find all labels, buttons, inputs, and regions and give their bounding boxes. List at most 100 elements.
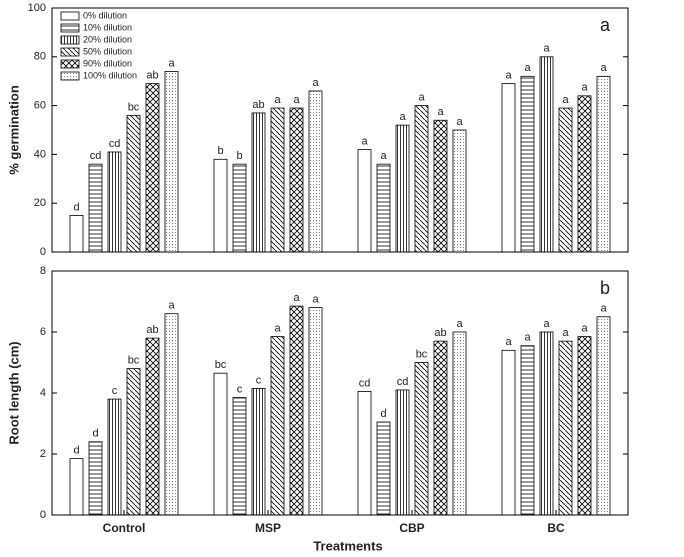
bar-annotation: a	[600, 303, 607, 315]
bar	[596, 316, 611, 516]
bar-annotation: b	[217, 145, 223, 157]
bar	[232, 397, 247, 516]
bar	[126, 368, 141, 516]
bar-annotation: ab	[146, 324, 158, 336]
legend-label: 50% dilution	[83, 46, 132, 56]
bar-annotation: ab	[434, 327, 446, 339]
bar-annotation: cd	[109, 138, 121, 150]
bar-annotation: a	[543, 318, 550, 330]
bar	[270, 107, 285, 253]
bar	[289, 107, 304, 253]
bar	[414, 362, 429, 516]
bar-annotation: bc	[215, 359, 227, 371]
panel-label: b	[600, 278, 610, 298]
x-tick-label: Control	[103, 521, 146, 535]
bar-annotation: bc	[416, 348, 428, 360]
bar	[88, 163, 103, 253]
legend-label: 90% dilution	[83, 58, 132, 68]
x-tick-label: CBP	[399, 521, 424, 535]
bar	[414, 105, 429, 253]
legend-label: 100% dilution	[83, 70, 137, 80]
bar-annotation: d	[73, 201, 79, 213]
bar-annotation: a	[524, 332, 531, 344]
bar	[558, 107, 573, 253]
bar-annotation: a	[543, 43, 550, 55]
bar-annotation: cd	[359, 377, 371, 389]
bar-annotation: a	[456, 116, 463, 128]
bar	[69, 458, 84, 516]
bar-annotation: a	[600, 62, 607, 74]
bar-annotation: c	[237, 383, 243, 395]
x-tick-label: BC	[547, 521, 565, 535]
bar	[126, 114, 141, 253]
bar	[520, 345, 535, 516]
legend-swatch	[60, 23, 80, 33]
bar-annotation: a	[274, 94, 281, 106]
bar-annotation: c	[256, 374, 262, 386]
bar-annotation: a	[437, 106, 444, 118]
bar-annotation: d	[73, 444, 79, 456]
bar	[433, 340, 448, 516]
y-tick-label: 8	[40, 265, 46, 277]
bar-annotation: ab	[146, 70, 158, 82]
y-axis-title: % germination	[6, 85, 21, 175]
bar-annotation: a	[168, 57, 175, 69]
bar	[357, 149, 372, 253]
bar	[164, 313, 179, 516]
bar	[577, 336, 592, 516]
y-tick-label: 2	[40, 448, 46, 460]
bar	[501, 349, 516, 516]
y-tick-label: 100	[28, 2, 46, 14]
bar	[308, 90, 323, 253]
bar-annotation: a	[361, 135, 368, 147]
legend-label: 10% dilution	[83, 22, 132, 32]
bar-annotation: a	[581, 322, 588, 334]
y-tick-label: 0	[40, 246, 46, 258]
bar-annotation: a	[456, 318, 463, 330]
legend-label: 0% dilution	[83, 10, 127, 20]
bar-annotation: ab	[252, 99, 264, 111]
bar-annotation: d	[380, 408, 386, 420]
y-tick-label: 4	[40, 387, 46, 399]
bar	[577, 95, 592, 253]
legend-swatch	[60, 71, 80, 81]
bar	[596, 75, 611, 253]
y-tick-label: 80	[34, 51, 46, 63]
bar	[395, 389, 410, 516]
bar	[558, 340, 573, 516]
legend-swatch	[60, 35, 80, 45]
bar	[376, 163, 391, 253]
bar	[270, 336, 285, 516]
bar-annotation: a	[562, 94, 569, 106]
bar-annotation: a	[581, 82, 588, 94]
bar-annotation: cd	[90, 150, 102, 162]
bar	[501, 83, 516, 253]
bar	[107, 151, 122, 253]
bar	[213, 158, 228, 253]
bar	[251, 388, 266, 516]
bar-annotation: a	[399, 111, 406, 123]
bar	[452, 129, 467, 253]
bar	[88, 441, 103, 516]
bar-annotation: a	[505, 70, 512, 82]
y-tick-label: 40	[34, 148, 46, 160]
plot-frame	[51, 270, 629, 516]
bar-annotation: d	[92, 428, 98, 440]
y-tick-label: 60	[34, 100, 46, 112]
bar	[145, 83, 160, 253]
x-axis-title: Treatments	[313, 538, 382, 553]
panel-label: a	[600, 15, 611, 35]
bar-annotation: cd	[397, 376, 409, 388]
bar	[145, 337, 160, 516]
plot-frame	[51, 7, 629, 253]
bar	[539, 331, 554, 516]
bar-annotation: a	[562, 327, 569, 339]
bar-annotation: a	[380, 150, 387, 162]
bar-annotation: a	[312, 294, 319, 306]
bar	[520, 75, 535, 253]
bar	[213, 372, 228, 516]
bar-annotation: a	[168, 300, 175, 312]
legend-swatch	[60, 47, 80, 57]
bar-annotation: c	[112, 385, 118, 397]
